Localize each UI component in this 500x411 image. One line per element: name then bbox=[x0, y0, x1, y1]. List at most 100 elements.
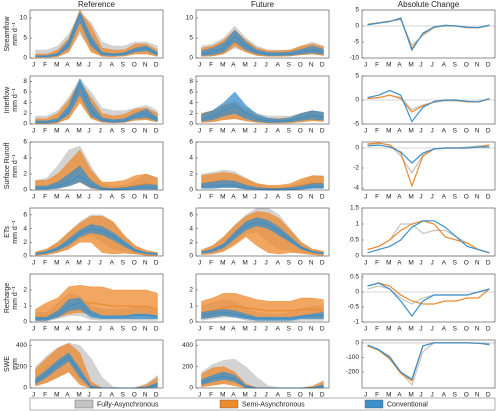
change-line bbox=[367, 220, 490, 254]
legend-label: Semi-Asynchronous bbox=[242, 401, 305, 408]
x-tick-label: O bbox=[132, 128, 137, 135]
x-tick-label: A bbox=[231, 62, 236, 69]
x-tick-label: M bbox=[54, 128, 59, 135]
x-tick-label: J bbox=[99, 62, 102, 69]
x-tick-label: S bbox=[287, 194, 292, 201]
x-tick-label: D bbox=[154, 62, 159, 69]
x-tick-label: M bbox=[76, 326, 81, 333]
x-tick-label: J bbox=[364, 128, 367, 135]
x-tick-label: J bbox=[364, 326, 367, 333]
x-tick-label: O bbox=[464, 326, 469, 333]
x-tick-label: M bbox=[242, 128, 247, 135]
x-tick-label: S bbox=[287, 260, 292, 267]
x-tick-label: S bbox=[121, 260, 126, 267]
x-tick-label: A bbox=[442, 194, 447, 201]
x-tick-label: F bbox=[43, 194, 47, 201]
y-tick-label: 0 bbox=[189, 253, 193, 260]
x-tick-label: J bbox=[99, 128, 102, 135]
x-tick-label: O bbox=[132, 194, 137, 201]
x-tick-label: M bbox=[220, 392, 225, 399]
plot-frame bbox=[361, 9, 496, 59]
x-tick-label: J bbox=[364, 62, 367, 69]
x-tick-label: O bbox=[298, 392, 303, 399]
x-tick-label: A bbox=[276, 326, 281, 333]
x-tick-label: M bbox=[408, 260, 413, 267]
y-tick-label: 5 bbox=[23, 35, 27, 42]
x-tick-label: M bbox=[54, 326, 59, 333]
y-tick-label: -4 bbox=[353, 185, 359, 192]
plot-frame bbox=[361, 141, 496, 191]
y-tick-label: -100 bbox=[346, 354, 359, 361]
x-tick-label: O bbox=[298, 194, 303, 201]
x-tick-label: M bbox=[76, 260, 81, 267]
y-tick-label: -200 bbox=[346, 369, 359, 376]
plot-frame bbox=[29, 9, 164, 59]
x-tick-label: J bbox=[419, 128, 422, 135]
y-tick-label: 4 bbox=[189, 225, 193, 232]
x-tick-label: A bbox=[397, 326, 402, 333]
y-tick-label: 0 bbox=[23, 319, 27, 326]
x-tick-label: J bbox=[419, 326, 422, 333]
band bbox=[35, 165, 158, 191]
x-tick-label: M bbox=[76, 128, 81, 135]
x-tick-label: A bbox=[231, 260, 236, 267]
x-tick-label: J bbox=[419, 62, 422, 69]
column-title: Absolute Change bbox=[398, 0, 460, 9]
median-line bbox=[35, 174, 158, 191]
legend: Fully-Asynchronous Semi-Asynchronous Conve… bbox=[29, 397, 496, 411]
y-tick-label: 0 bbox=[189, 187, 193, 194]
x-tick-label: O bbox=[132, 260, 137, 267]
plot-frame bbox=[195, 207, 330, 257]
change-line bbox=[367, 18, 490, 47]
x-tick-label: J bbox=[32, 260, 35, 267]
x-tick-label: J bbox=[99, 194, 102, 201]
y-tick-label: 1.5 bbox=[350, 205, 359, 212]
x-tick-label: A bbox=[110, 326, 115, 333]
x-tick-label: A bbox=[110, 62, 115, 69]
panel: 00.511.5J F M A M J J A S O N D bbox=[350, 205, 496, 267]
legend-swatch bbox=[219, 399, 239, 409]
change-line bbox=[367, 282, 490, 305]
x-tick-label: D bbox=[154, 326, 159, 333]
x-tick-label: F bbox=[375, 62, 379, 69]
x-tick-label: J bbox=[265, 392, 268, 399]
x-tick-label: O bbox=[298, 62, 303, 69]
y-tick-label: 0 bbox=[355, 97, 359, 104]
change-line bbox=[367, 282, 490, 318]
x-tick-label: N bbox=[309, 128, 314, 135]
x-tick-label: A bbox=[397, 392, 402, 399]
x-tick-label: M bbox=[54, 62, 59, 69]
x-tick-label: S bbox=[287, 62, 292, 69]
x-tick-label: J bbox=[32, 392, 35, 399]
plot-frame bbox=[361, 273, 496, 323]
x-tick-label: J bbox=[253, 392, 256, 399]
change-line bbox=[367, 144, 490, 164]
median-line bbox=[201, 104, 324, 122]
x-tick-label: A bbox=[442, 62, 447, 69]
x-tick-label: J bbox=[87, 392, 90, 399]
x-tick-label: M bbox=[242, 62, 247, 69]
x-tick-label: J bbox=[364, 392, 367, 399]
y-tick-label: 5 bbox=[355, 7, 359, 14]
plot-frame bbox=[195, 9, 330, 59]
median-line bbox=[201, 184, 324, 191]
y-axis-label: SWE bbox=[4, 356, 11, 372]
plot-frame bbox=[29, 273, 164, 323]
x-tick-label: N bbox=[143, 392, 148, 399]
x-tick-label: F bbox=[375, 194, 379, 201]
x-tick-label: N bbox=[475, 260, 480, 267]
x-tick-label: M bbox=[76, 62, 81, 69]
change-line bbox=[367, 18, 490, 50]
x-tick-label: M bbox=[408, 392, 413, 399]
x-tick-label: S bbox=[287, 128, 292, 135]
y-axis-label: ETs bbox=[4, 226, 11, 238]
x-tick-label: F bbox=[209, 194, 213, 201]
median-line bbox=[35, 12, 158, 57]
x-tick-label: J bbox=[99, 392, 102, 399]
y-tick-label: 6 bbox=[23, 89, 27, 96]
x-tick-label: J bbox=[253, 260, 256, 267]
